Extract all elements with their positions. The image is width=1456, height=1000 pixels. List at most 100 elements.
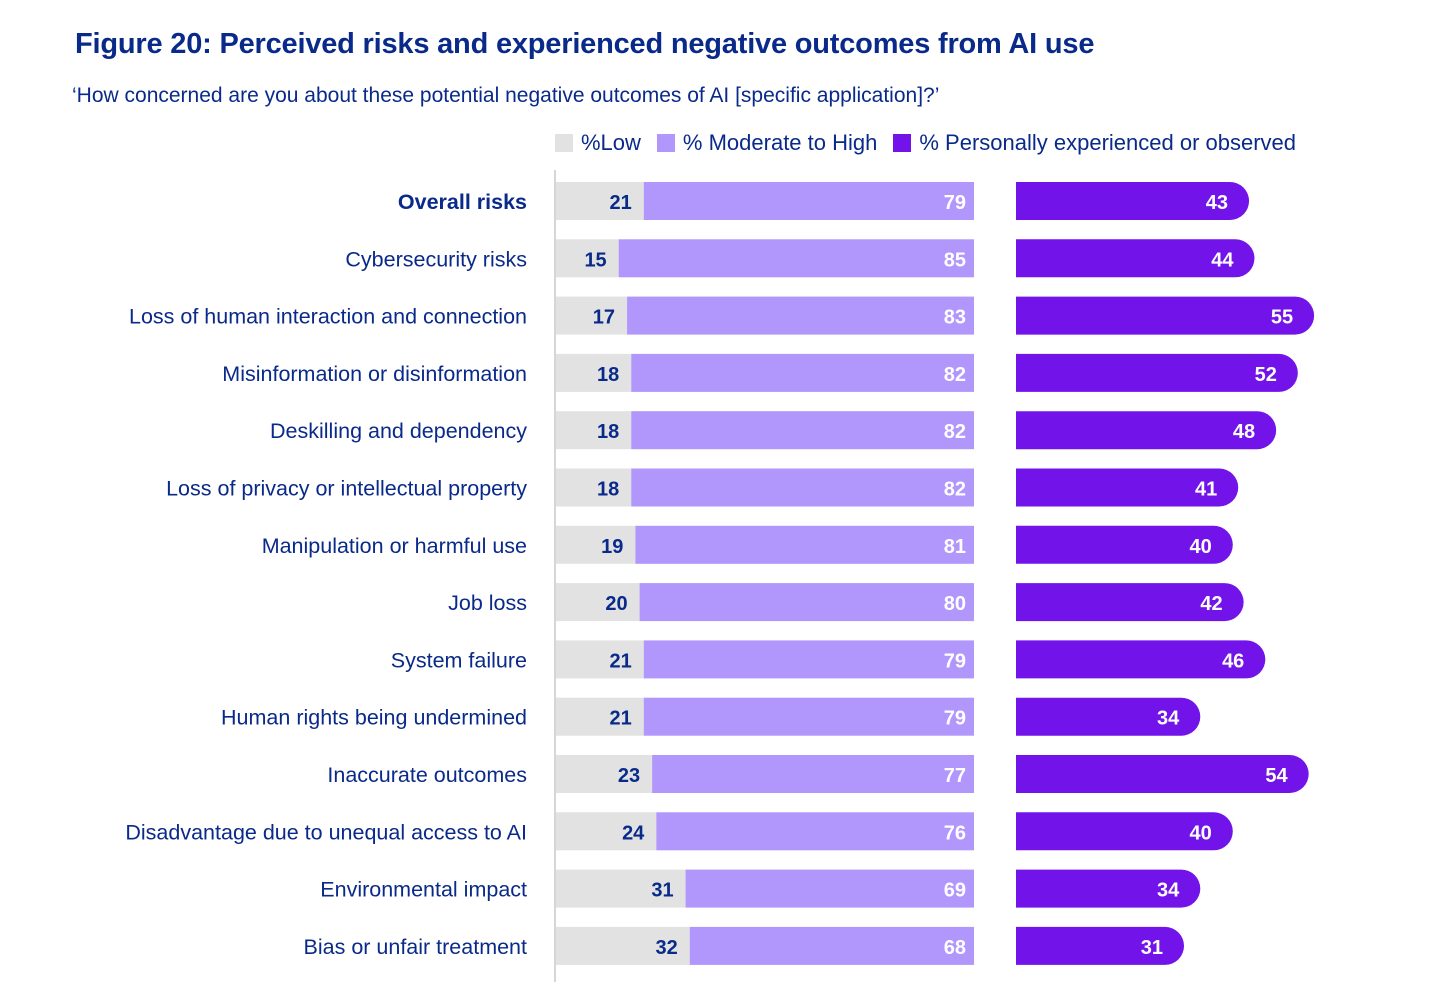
data-label-experienced: 48 [1233,421,1255,443]
category-label: Overall risks [398,190,527,214]
data-label-moderate-high: 79 [944,708,966,730]
bar-low [556,239,619,278]
data-label-experienced: 34 [1157,880,1180,902]
data-label-experienced: 46 [1222,650,1244,672]
category-label: Job loss [448,591,527,615]
legend-item-experienced: % Personally experienced or observed [893,130,1296,156]
category-label: System failure [391,648,527,672]
data-label-experienced: 44 [1211,249,1234,271]
bar-moderate-high [685,869,974,908]
data-label-low: 18 [597,364,619,386]
bar-low [556,640,644,679]
category-label: Loss of human interaction and connection [129,305,527,329]
data-label-moderate-high: 80 [944,593,966,615]
category-label: Human rights being undermined [221,706,527,730]
bar-low [556,468,632,507]
bar-moderate-high [631,353,974,392]
bar-experienced [1016,239,1255,278]
data-label-low: 19 [601,536,623,558]
legend-label-experienced: % Personally experienced or observed [919,130,1297,155]
legend-label-moderate-high: % Moderate to High [682,130,878,155]
bar-experienced [1016,411,1277,450]
bar-moderate-high [627,296,974,335]
legend-label-low: %Low [581,130,641,155]
chart-title: Figure 20: Perceived risks and experienc… [75,28,1095,60]
data-label-low: 31 [651,880,673,902]
bar-low [556,411,632,450]
category-label: Cybersecurity risks [345,247,527,271]
bar-moderate-high [643,640,974,679]
data-label-experienced: 31 [1141,937,1163,959]
data-label-moderate-high: 68 [944,937,966,959]
legend-swatch-low [555,134,573,152]
data-label-moderate-high: 69 [944,880,966,902]
data-label-moderate-high: 82 [944,479,966,501]
bar-low [556,296,628,335]
data-label-low: 20 [605,593,627,615]
data-label-moderate-high: 85 [944,249,966,271]
data-label-experienced: 43 [1206,192,1228,214]
data-label-moderate-high: 82 [944,364,966,386]
bar-experienced [1016,812,1233,851]
legend-item-low: %Low [555,130,641,156]
data-label-moderate-high: 79 [944,650,966,672]
category-label: Manipulation or harmful use [262,534,527,558]
data-label-experienced: 40 [1190,536,1212,558]
bar-moderate-high [656,812,974,851]
bar-moderate-high [643,697,974,736]
bar-experienced [1016,697,1201,736]
bar-low [556,812,657,851]
data-label-moderate-high: 82 [944,421,966,443]
category-label: Inaccurate outcomes [327,763,527,787]
data-label-low: 17 [593,307,615,329]
data-label-experienced: 34 [1157,708,1180,730]
data-label-experienced: 55 [1271,307,1293,329]
bar-experienced [1016,525,1233,564]
chart-legend: %Low % Moderate to High % Personally exp… [555,130,1296,156]
data-label-experienced: 40 [1190,822,1212,844]
data-label-low: 23 [618,765,640,787]
bar-moderate-high [689,926,974,965]
bar-experienced [1016,296,1315,335]
bar-moderate-high [639,583,974,622]
data-label-low: 18 [597,421,619,443]
data-label-experienced: 52 [1255,364,1277,386]
category-label: Deskilling and dependency [270,419,527,443]
data-label-low: 18 [597,479,619,501]
bar-moderate-high [635,525,974,564]
bar-low [556,869,686,908]
data-label-moderate-high: 81 [944,536,966,558]
legend-swatch-experienced [893,134,912,152]
bar-experienced [1016,926,1185,965]
bar-experienced [1016,468,1239,507]
data-label-low: 24 [622,822,645,844]
category-label: Loss of privacy or intellectual property [166,477,527,501]
data-label-low: 21 [610,650,632,672]
data-label-experienced: 42 [1200,593,1222,615]
bar-moderate-high [631,468,974,507]
category-label: Environmental impact [320,878,527,902]
data-label-low: 32 [656,937,678,959]
data-label-moderate-high: 76 [944,822,966,844]
bar-low [556,697,644,736]
category-label: Bias or unfair treatment [304,935,527,959]
bar-experienced [1016,583,1244,622]
bar-low [556,182,644,220]
data-label-experienced: 41 [1195,479,1217,501]
bar-low [556,926,690,965]
bar-low [556,583,640,622]
bar-low [556,525,636,564]
bar-low [556,755,653,793]
data-label-low: 15 [584,249,606,271]
legend-swatch-moderate-high [656,134,675,152]
chart-subtitle: ‘How concerned are you about these poten… [72,84,940,107]
bar-experienced [1016,182,1250,220]
bar-experienced [1016,640,1266,679]
bar-experienced [1016,755,1309,793]
bar-experienced [1016,353,1298,392]
bar-experienced [1016,869,1201,908]
bar-moderate-high [643,182,974,220]
data-label-moderate-high: 83 [944,307,966,329]
legend-item-moderate-high: % Moderate to High [656,130,878,156]
